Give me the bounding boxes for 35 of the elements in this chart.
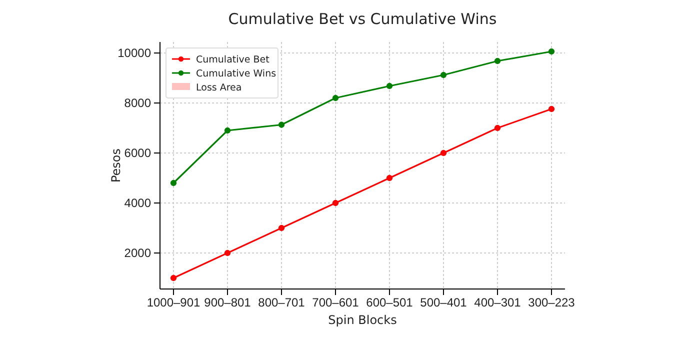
y-tick-label: 2000 — [124, 246, 152, 260]
y-tick-label: 8000 — [124, 96, 152, 110]
x-tick-label: 800–701 — [258, 296, 306, 310]
point — [494, 58, 501, 64]
legend-label: Loss Area — [196, 82, 242, 94]
point — [332, 200, 339, 206]
x-tick-label: 700–601 — [312, 296, 360, 310]
x-tick-label: 500–401 — [420, 296, 468, 310]
point — [548, 48, 555, 55]
x-tick-label: 1000–901 — [146, 296, 201, 310]
legend-label: Cumulative Wins — [196, 68, 276, 80]
y-tick-label: 10000 — [118, 46, 152, 60]
point — [224, 250, 231, 256]
point — [170, 274, 177, 282]
point — [548, 106, 555, 112]
point — [386, 174, 393, 182]
chart-title: Cumulative Bet vs Cumulative Wins — [228, 10, 497, 28]
point — [278, 122, 285, 128]
point — [224, 127, 231, 134]
y-axis-title: Pesos — [109, 148, 123, 183]
point — [170, 180, 177, 186]
point — [332, 94, 339, 102]
point — [278, 224, 285, 232]
point — [386, 82, 393, 90]
point — [440, 150, 447, 156]
x-axis-title: Spin Blocks — [328, 313, 397, 327]
x-tick-label: 900–801 — [204, 296, 252, 310]
point — [440, 72, 447, 78]
point — [494, 124, 501, 132]
x-tick-label: 600–501 — [366, 296, 414, 310]
y-tick-label: 6000 — [124, 146, 152, 160]
y-tick-label: 4000 — [124, 196, 152, 210]
x-tick-label: 300–223 — [528, 296, 576, 310]
x-tick-label: 400–301 — [474, 296, 522, 310]
legend-label: Cumulative Bet — [196, 54, 270, 66]
